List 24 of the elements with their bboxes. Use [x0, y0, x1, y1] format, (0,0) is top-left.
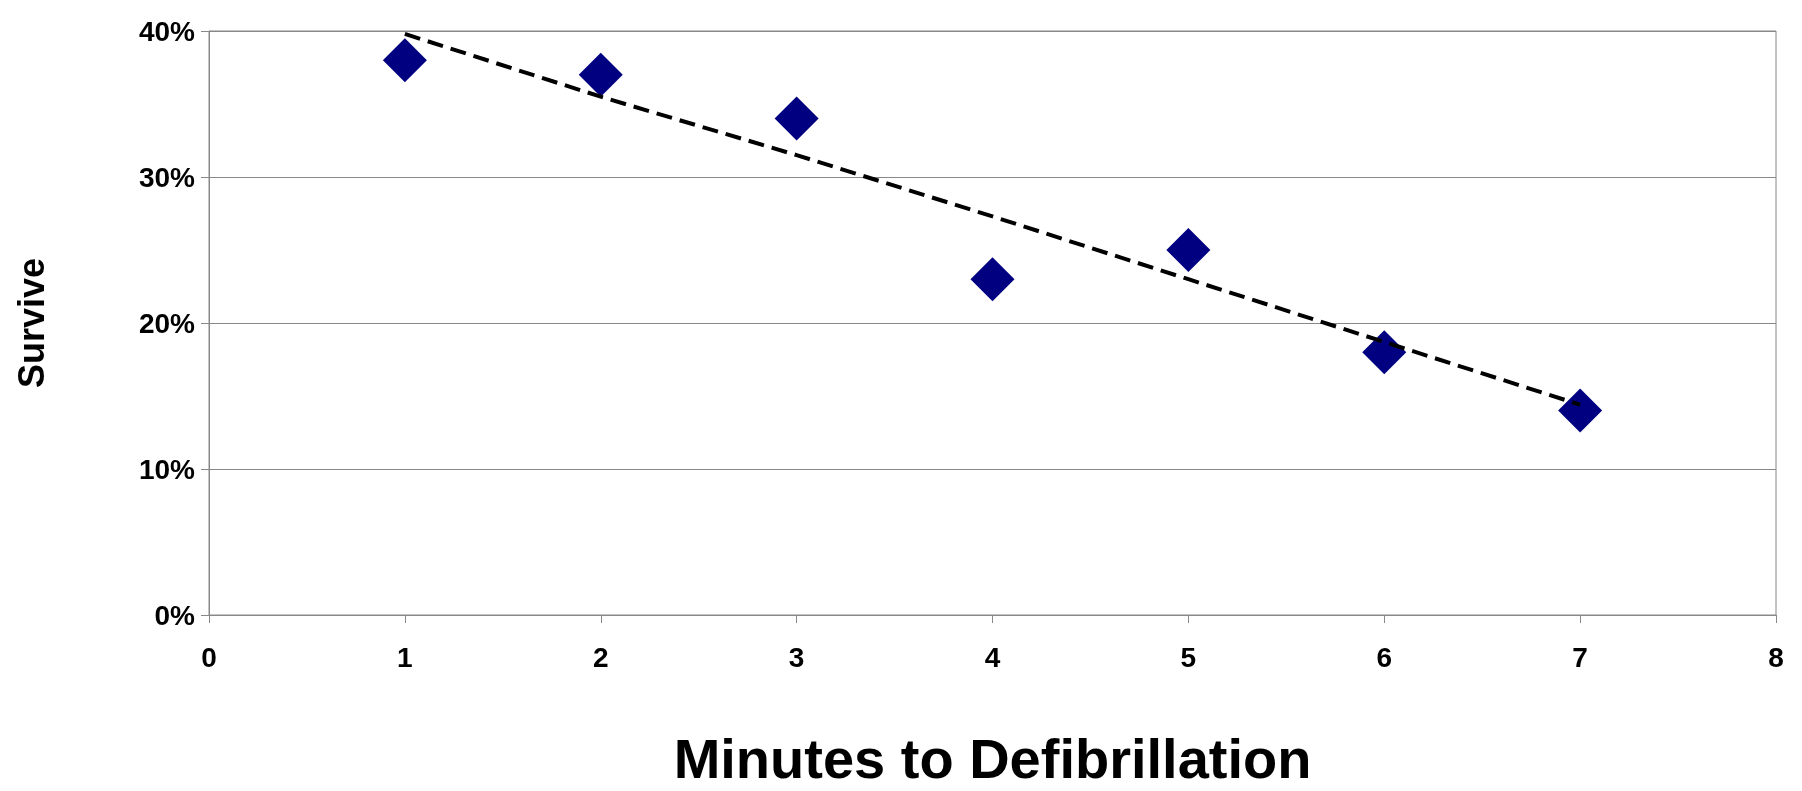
y-tick-label: 40%: [138, 15, 196, 47]
y-tick-label: 20%: [138, 307, 196, 339]
x-tick-label: 6: [1376, 641, 1393, 673]
point: [1166, 228, 1211, 272]
point: [578, 52, 623, 97]
x-tick-label: 3: [788, 641, 805, 673]
x-tick-label: 7: [1572, 641, 1588, 673]
point: [382, 38, 427, 83]
x-axis-title: Minutes to Defibrillation: [673, 726, 1312, 790]
x-tick-label: 4: [984, 641, 1001, 673]
y-tick-label: 10%: [138, 453, 196, 485]
x-tick-label: 2: [592, 641, 609, 673]
x-tick-label: 0: [201, 641, 217, 673]
point: [1558, 388, 1603, 433]
y-axis-title: Survive: [10, 257, 52, 389]
x-tick-label: 1: [397, 641, 413, 673]
y-tick-label: 30%: [138, 161, 196, 193]
line-series: [402, 31, 1583, 407]
y-tick-label: 0%: [154, 599, 196, 631]
point: [774, 96, 819, 141]
point: [970, 257, 1015, 302]
x-tick-label: 5: [1180, 641, 1197, 673]
x-tick-label: 8: [1768, 641, 1784, 673]
point: [1362, 330, 1407, 375]
